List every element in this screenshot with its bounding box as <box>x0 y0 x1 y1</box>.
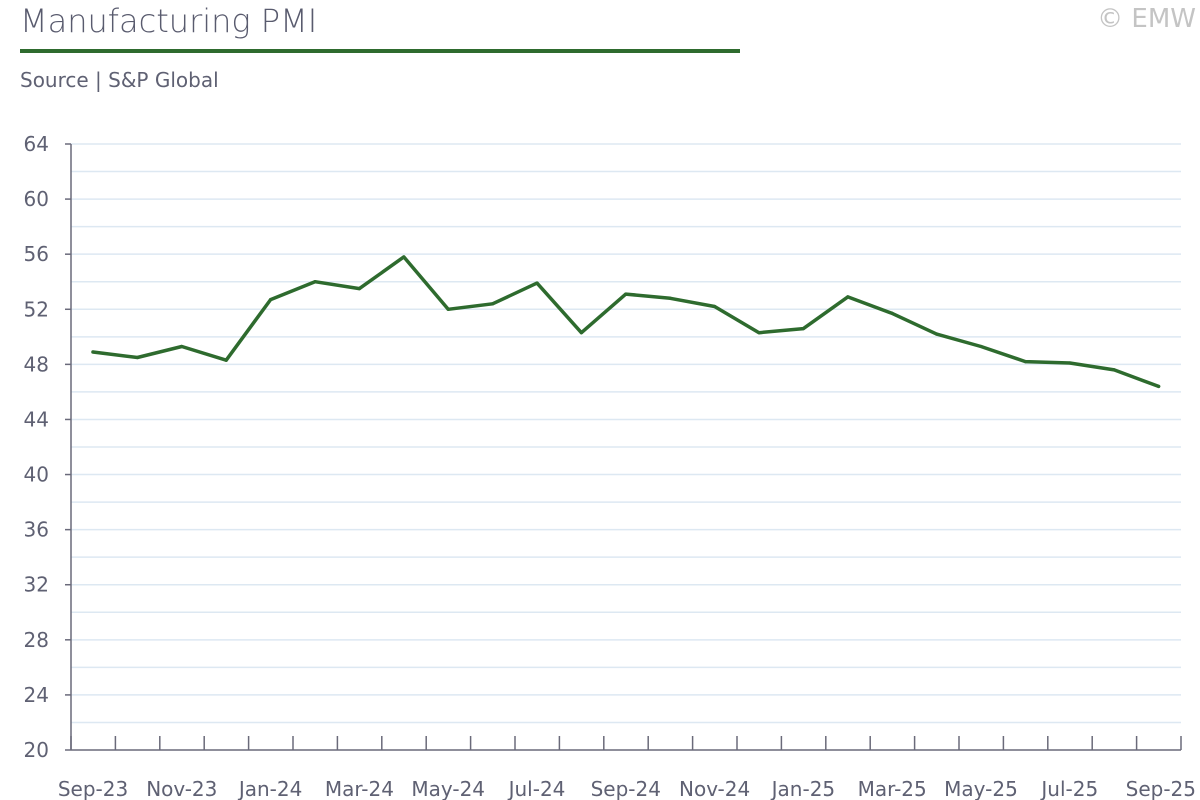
x-tick-labels: Sep-23 Nov-23 Jan-24 Mar-24 May-24 Jul-24 Sep-… <box>58 777 1196 800</box>
data-point <box>579 331 584 335</box>
chart-subtitle: Source | S&P Global <box>20 68 219 92</box>
data-point <box>313 280 317 284</box>
y-tick-label: 24 <box>24 683 49 707</box>
data-point <box>402 255 406 259</box>
y-tick-label: 64 <box>24 132 49 156</box>
x-tick-label: Sep-23 <box>58 777 128 800</box>
y-tick-label: 56 <box>24 242 49 266</box>
copyright-label: © EMW <box>1097 4 1196 34</box>
data-point <box>224 358 228 362</box>
x-tick-label: Jan-25 <box>770 777 836 800</box>
data-point <box>979 344 983 349</box>
data-point <box>91 350 95 354</box>
y-tick-label: 36 <box>24 518 49 542</box>
y-tick-labels: 20 24 28 32 36 40 44 48 52 56 60 64 <box>24 132 49 762</box>
chart-title: Manufacturing PMI <box>20 2 318 40</box>
data-point <box>935 332 939 336</box>
x-tick-label: Jul-24 <box>507 777 566 800</box>
data-point <box>801 326 806 331</box>
data-point <box>624 292 628 296</box>
data-point <box>757 331 761 335</box>
x-tick-label: Mar-24 <box>325 777 394 800</box>
data-point <box>1157 384 1161 388</box>
data-point <box>1068 361 1072 365</box>
x-tick-label: Nov-24 <box>679 777 750 800</box>
data-point <box>491 302 495 306</box>
x-tick-label: Sep-24 <box>591 777 661 800</box>
data-point <box>446 307 450 311</box>
data-point <box>668 296 672 300</box>
x-tick-label: May-24 <box>411 777 485 800</box>
data-point <box>1112 368 1116 372</box>
data-point <box>269 298 273 302</box>
y-tick-label: 40 <box>24 463 49 487</box>
data-point <box>713 304 717 309</box>
y-tick-label: 52 <box>24 297 49 321</box>
x-tick-label: Nov-23 <box>146 777 217 800</box>
x-tick-label: Jan-24 <box>237 777 303 800</box>
data-point <box>135 355 139 360</box>
data-point <box>1023 360 1027 364</box>
x-tick-label: Mar-25 <box>858 777 927 800</box>
y-tick-label: 44 <box>24 407 49 431</box>
x-tick-label: Jul-25 <box>1039 777 1098 800</box>
data-point <box>357 287 361 291</box>
y-tick-label: 32 <box>24 573 49 597</box>
y-tick-label: 28 <box>24 628 49 652</box>
series-line <box>91 255 1161 389</box>
series-layer <box>91 255 1161 389</box>
x-tick-label: May-25 <box>944 777 1018 800</box>
data-point <box>180 344 184 349</box>
y-tick-label: 60 <box>24 187 49 211</box>
title-underline <box>20 49 740 53</box>
x-tick-label: Sep-25 <box>1126 777 1196 800</box>
gridlines <box>71 143 1181 724</box>
axes <box>65 143 1182 751</box>
y-tick-label: 20 <box>24 738 49 762</box>
y-tick-label: 48 <box>24 352 49 376</box>
data-point <box>890 311 894 316</box>
data-point <box>535 281 539 285</box>
data-point <box>846 295 850 299</box>
